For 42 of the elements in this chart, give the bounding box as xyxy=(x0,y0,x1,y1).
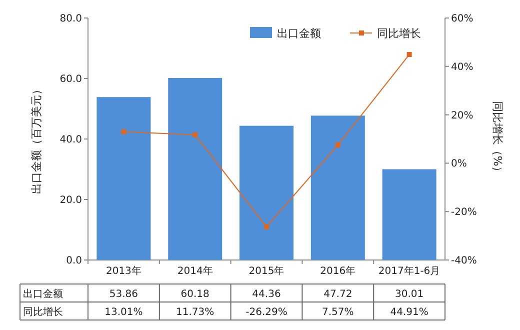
data-label: 47.72 xyxy=(324,289,352,300)
text: 出口金额 xyxy=(23,289,63,300)
legend-label: 出口金额 xyxy=(277,27,321,40)
x-tick-label: 2017年1-6月 xyxy=(378,265,440,277)
x-tick-label: 2016年 xyxy=(320,265,356,277)
x-tick-label: 2015年 xyxy=(248,265,284,277)
y-tick-label: 60.0 xyxy=(60,74,82,85)
point xyxy=(335,142,340,148)
data-label: 53.86 xyxy=(109,289,138,300)
y-tick-label: 0.0 xyxy=(66,256,82,266)
text: 同比增长 xyxy=(23,307,63,318)
y-tick-label: 20.0 xyxy=(60,195,82,206)
y2-tick-label: 0% xyxy=(451,158,467,170)
data-label: 44.36 xyxy=(252,289,281,300)
legend-label: 同比增长 xyxy=(377,27,421,40)
bar xyxy=(168,78,222,260)
y2-axis-title: 同比增长（%） xyxy=(491,100,504,178)
y-axis-title: 出口金额（百万美元） xyxy=(30,84,43,194)
bar xyxy=(240,126,294,260)
y2-tick-label: 60% xyxy=(451,14,474,24)
y-tick-label: 40.0 xyxy=(60,134,82,146)
data-label: 30.01 xyxy=(394,289,424,300)
data-label: 13.01% xyxy=(104,307,143,318)
data-label: 44.91% xyxy=(390,307,428,318)
y2-tick-label: 40% xyxy=(451,62,474,73)
bar xyxy=(382,169,436,260)
point xyxy=(121,129,126,134)
y2-tick-label: -20% xyxy=(451,207,477,218)
data-label: 7.57% xyxy=(322,307,354,318)
y2-tick-label: -40% xyxy=(451,256,477,266)
data-label: 11.73% xyxy=(176,307,214,318)
point xyxy=(406,52,412,58)
data-label: -26.29% xyxy=(246,307,288,318)
x-tick-label: 2014年 xyxy=(177,265,213,277)
point xyxy=(264,224,269,230)
data-label: 60.18 xyxy=(180,289,210,300)
bar xyxy=(310,116,365,260)
x-tick-label: 2013年 xyxy=(106,265,142,277)
y2-tick-label: 20% xyxy=(451,110,474,122)
point xyxy=(192,132,198,138)
y-tick-label: 80.0 xyxy=(60,14,82,24)
bar xyxy=(96,97,151,260)
